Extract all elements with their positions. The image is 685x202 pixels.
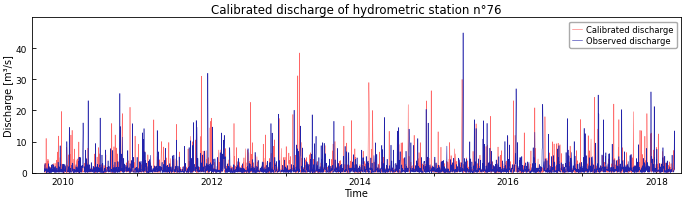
X-axis label: Time: Time <box>345 188 369 198</box>
Title: Calibrated discharge of hydrometric station n°76: Calibrated discharge of hydrometric stat… <box>211 4 501 17</box>
Y-axis label: Discharge [m³/s]: Discharge [m³/s] <box>4 55 14 136</box>
Line: Calibrated discharge: Calibrated discharge <box>45 54 675 173</box>
Legend: Calibrated discharge, Observed discharge: Calibrated discharge, Observed discharge <box>569 22 677 49</box>
Line: Observed discharge: Observed discharge <box>45 34 675 173</box>
